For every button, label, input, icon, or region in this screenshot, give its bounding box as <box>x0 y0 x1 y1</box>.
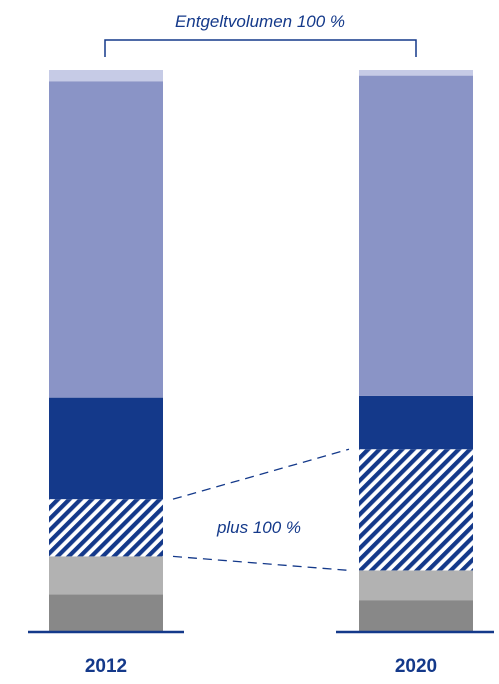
bar-segment-2020-0 <box>359 600 473 631</box>
title-bracket <box>105 40 416 57</box>
bar-segment-2012-1 <box>49 556 163 594</box>
bar-segment-2020-5 <box>359 70 473 76</box>
category-labels: 2012 2020 <box>85 656 437 677</box>
category-label-2012: 2012 <box>85 656 127 677</box>
connector-bottom <box>173 556 349 570</box>
connector-top <box>173 449 349 499</box>
bar-segment-2020-1 <box>359 570 473 600</box>
category-label-2020: 2020 <box>395 656 437 677</box>
bar-segment-2020-3 <box>359 396 473 449</box>
bar-segment-2012-3 <box>49 398 163 500</box>
bar-segment-2012-4 <box>49 81 163 397</box>
chart-title: Entgeltvolumen 100 % <box>175 12 345 31</box>
bar-segment-2012-5 <box>49 70 163 81</box>
bar-segment-2012-2 <box>49 499 163 556</box>
bar-segment-2020-2 <box>359 449 473 570</box>
annotation-text: plus 100 % <box>216 518 301 537</box>
bars <box>49 70 473 631</box>
bar-segment-2012-0 <box>49 595 163 631</box>
bar-segment-2020-4 <box>359 76 473 396</box>
connectors <box>173 449 349 570</box>
